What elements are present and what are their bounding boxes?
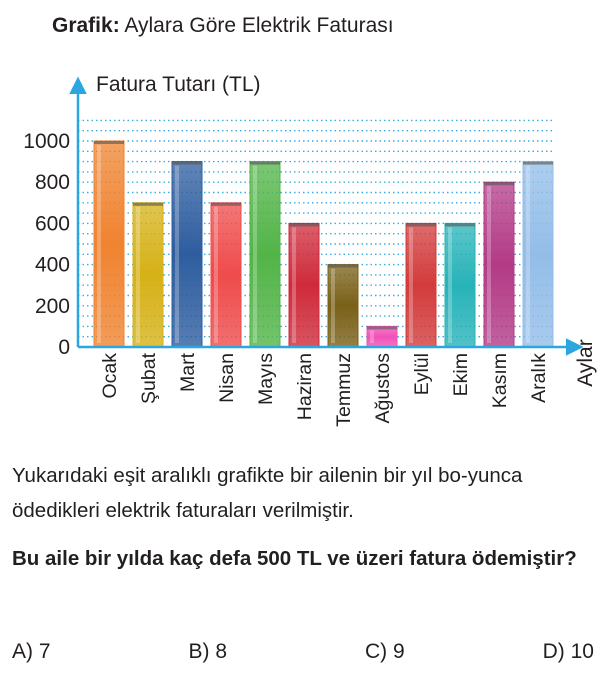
bar-cap xyxy=(406,223,436,227)
option-b[interactable]: B) 8 xyxy=(188,640,227,663)
category-label: Temmuz xyxy=(333,353,355,427)
bar-cap xyxy=(484,182,514,186)
bar-highlight xyxy=(331,268,335,343)
bar-chart: 0 200 400 600 800 1000 Fatura Tutarı (TL) Aylar… xyxy=(23,73,597,427)
category-label: Mart xyxy=(177,352,199,392)
bar-cap xyxy=(211,202,241,206)
bar-highlight xyxy=(409,227,413,343)
category-label: Kasım xyxy=(489,353,511,408)
bar-cap xyxy=(133,202,163,206)
bar-highlight xyxy=(448,227,452,343)
bar-highlight xyxy=(370,330,374,343)
x-axis-title: Aylar xyxy=(574,339,597,386)
bar-haziran xyxy=(288,222,320,348)
bar-highlight xyxy=(97,145,101,343)
bar-highlight xyxy=(292,227,296,343)
category-label: Nisan xyxy=(216,353,238,403)
y-tick-label: 1000 xyxy=(23,130,70,153)
y-tick-label: 0 xyxy=(58,336,70,359)
y-tick-label: 200 xyxy=(35,295,70,318)
category-label: Aralık xyxy=(528,353,550,403)
answer-options: A) 7 B) 8 C) 9 D) 10 xyxy=(12,640,594,664)
bar-cap xyxy=(250,161,280,165)
bar-highlight xyxy=(487,186,491,343)
bar-cap xyxy=(172,161,202,165)
bar-ocak xyxy=(93,140,125,348)
bar-şubat xyxy=(132,202,164,348)
bar-cap xyxy=(445,223,475,227)
option-a[interactable]: A) 7 xyxy=(12,640,51,663)
bar-highlight xyxy=(526,165,530,343)
category-label: Ocak xyxy=(99,353,121,399)
title-prefix: Grafik: xyxy=(52,14,120,37)
bar-highlight xyxy=(175,165,179,343)
category-label: Haziran xyxy=(294,353,316,420)
category-label: Mayıs xyxy=(255,353,277,405)
option-d[interactable]: D) 10 xyxy=(542,640,594,663)
bar-cap xyxy=(367,326,397,330)
bar-cap xyxy=(289,223,319,227)
problem-text: Yukarıdaki eşit aralıklı grafikte bir ai… xyxy=(12,464,523,522)
bar-highlight xyxy=(136,206,140,343)
bar-nisan xyxy=(210,202,242,348)
y-tick-label: 400 xyxy=(35,254,70,277)
bar-eylül xyxy=(405,222,437,348)
category-label: Şubat xyxy=(138,352,160,404)
bar-highlight xyxy=(214,206,218,343)
bar-cap xyxy=(328,264,358,268)
category-label: Ekim xyxy=(450,353,472,396)
question-text: Bu aile bir yılda kaç defa 500 TL ve üze… xyxy=(12,547,577,570)
bar-ekim xyxy=(444,222,476,348)
option-c[interactable]: C) 9 xyxy=(364,640,405,663)
y-tick-label: 600 xyxy=(35,212,70,235)
title-text: Aylara Göre Elektrik Faturası xyxy=(124,14,394,37)
chart-title: Grafik: Aylara Göre Elektrik Faturası xyxy=(52,14,394,38)
bar-cap xyxy=(523,161,553,165)
y-axis-title: Fatura Tutarı (TL) xyxy=(96,73,261,96)
category-label: Eylül xyxy=(411,353,433,395)
y-tick-label: 800 xyxy=(35,171,70,194)
bar-highlight xyxy=(253,165,257,343)
bar-cap xyxy=(94,141,124,144)
category-label: Ağustos xyxy=(372,353,394,424)
